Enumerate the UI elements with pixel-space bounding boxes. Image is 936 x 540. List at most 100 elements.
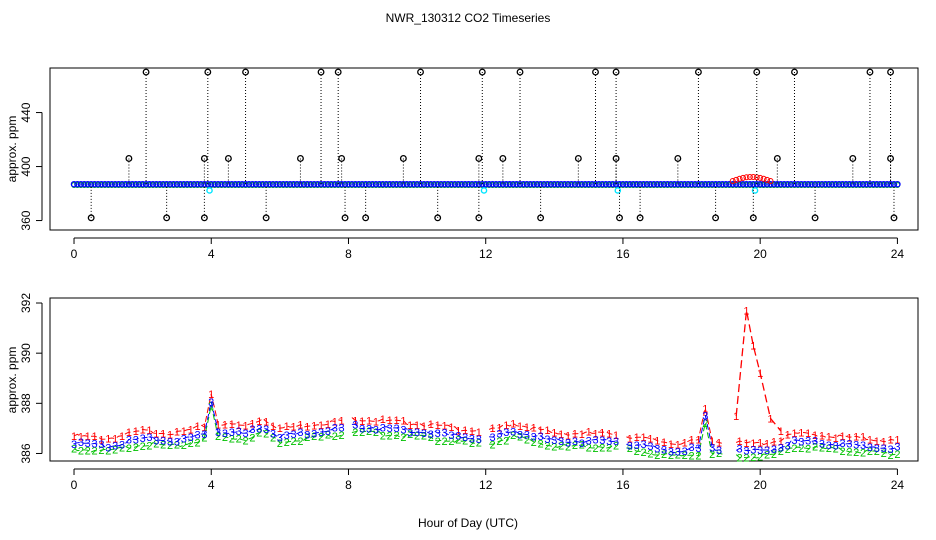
bottom-point-series1-spike: 1 xyxy=(750,341,756,353)
bottom-point-series3: 3 xyxy=(819,438,825,450)
top-point-series3 xyxy=(581,180,589,188)
top-point-series3 xyxy=(403,180,411,188)
bottom-point-series1: 1 xyxy=(304,421,310,433)
top-point-series3 xyxy=(691,180,699,188)
bottom-point-series2: 2 xyxy=(146,441,152,453)
bottom-point-series2: 2 xyxy=(455,434,461,446)
top-outlier-mid xyxy=(499,154,507,162)
bottom-point-series2: 2 xyxy=(846,447,852,459)
top-point-series3 xyxy=(300,180,308,188)
top-point-series3 xyxy=(722,180,730,188)
bottom-point-series1: 1 xyxy=(627,433,633,445)
top-point-series3 xyxy=(811,180,819,188)
top-x-tick-label: 20 xyxy=(754,247,768,261)
bottom-point-series3: 3 xyxy=(352,419,358,431)
top-outlier-low xyxy=(749,214,757,222)
bottom-point-series2: 2 xyxy=(291,436,297,448)
top-point-series3 xyxy=(183,180,191,188)
bottom-point-series2: 2 xyxy=(469,438,475,450)
bottom-point-series3: 3 xyxy=(174,437,180,449)
bottom-point-series1: 1 xyxy=(860,432,866,444)
bottom-point-series1: 1 xyxy=(291,422,297,434)
bottom-point-series1: 1 xyxy=(709,436,715,448)
top-point-series3 xyxy=(890,180,898,188)
bottom-point-series2: 2 xyxy=(743,453,749,465)
bottom-point-series3: 3 xyxy=(167,437,173,449)
top-point-series3 xyxy=(91,180,98,188)
bottom-point-series1: 1 xyxy=(92,431,98,443)
bottom-point-series2: 2 xyxy=(668,450,674,462)
bottom-point-series1-spike: 1 xyxy=(757,368,763,380)
top-point-series3 xyxy=(252,180,260,188)
top-point-series3 xyxy=(564,180,572,188)
top-point-series3 xyxy=(389,180,397,188)
top-marks xyxy=(70,68,901,222)
top-point-series3 xyxy=(839,180,846,188)
top-point-series3 xyxy=(866,180,874,188)
top-point-series3 xyxy=(647,180,654,188)
top-point-series3 xyxy=(153,180,160,188)
bottom-point-series1: 1 xyxy=(881,437,887,449)
bottom-point-series2: 2 xyxy=(524,434,530,446)
top-point-series3 xyxy=(702,180,709,188)
bottom-point-series1: 1 xyxy=(407,420,413,432)
bottom-point-series1: 1 xyxy=(490,423,496,435)
top-point-series1 xyxy=(757,174,764,181)
top-point-series3 xyxy=(369,180,376,188)
bottom-point-series1: 1 xyxy=(126,427,132,439)
top-point-series3 xyxy=(280,180,287,188)
bottom-point-series1: 1 xyxy=(167,430,173,442)
bottom-point-series3: 3 xyxy=(867,442,873,454)
bottom-y-tick-label: 388 xyxy=(19,393,33,413)
bottom-point-series3: 3 xyxy=(785,440,791,452)
top-point-series3 xyxy=(849,180,857,188)
bottom-point-series1: 1 xyxy=(256,416,262,428)
top-point-series3 xyxy=(328,180,335,188)
top-point-series3 xyxy=(763,180,771,188)
bottom-point-series1: 1 xyxy=(222,420,228,432)
top-point-series3 xyxy=(492,180,500,188)
bottom-point-series2: 2 xyxy=(318,431,324,443)
bottom-point-series3: 3 xyxy=(140,433,146,445)
bottom-point-series2: 2 xyxy=(181,440,187,452)
top-point-series1 xyxy=(733,176,740,183)
top-point-series3 xyxy=(605,180,613,188)
bottom-x-tick-label: 12 xyxy=(479,478,493,492)
bottom-point-series2: 2 xyxy=(798,443,804,455)
top-point-series3 xyxy=(297,180,304,188)
bottom-point-series3: 3 xyxy=(640,439,646,451)
bottom-point-series1: 1 xyxy=(435,420,441,432)
bottom-point-series2: 2 xyxy=(640,447,646,459)
top-point-series3 xyxy=(894,180,901,188)
top-outlier-low xyxy=(163,214,171,222)
top-point-series3 xyxy=(708,180,716,188)
bottom-point-series1: 1 xyxy=(455,425,461,437)
top-point-series3 xyxy=(712,180,719,188)
bottom-point-series2: 2 xyxy=(538,438,544,450)
top-point-series3 xyxy=(654,180,661,188)
bottom-point-series3: 3 xyxy=(318,427,324,439)
top-point-series3 xyxy=(379,180,387,188)
bottom-point-series2: 2 xyxy=(126,443,132,455)
bottom-point-series3: 3 xyxy=(682,446,688,458)
bottom-point-series3: 3 xyxy=(791,435,797,447)
bottom-point-series1: 1 xyxy=(249,418,255,430)
bottom-point-series3: 3 xyxy=(469,434,475,446)
top-point-series3 xyxy=(561,180,568,188)
bottom-point-series2: 2 xyxy=(839,446,845,458)
bottom-point-series2: 2 xyxy=(661,449,667,461)
top-point-series3 xyxy=(544,180,551,188)
bottom-point-series2: 2 xyxy=(819,442,825,454)
bottom-point-series1: 1 xyxy=(373,416,379,428)
bottom-point-series3: 3 xyxy=(606,436,612,448)
bottom-point-series2: 2 xyxy=(393,430,399,442)
top-outlier-low xyxy=(890,214,898,222)
top-plot-frame xyxy=(49,67,919,231)
bottom-point-series2: 2 xyxy=(242,435,248,447)
bottom-point-series2: 2 xyxy=(167,440,173,452)
top-point-flagged xyxy=(614,187,622,194)
bottom-point-series3: 3 xyxy=(675,446,681,458)
bottom-point-series3: 3 xyxy=(860,440,866,452)
top-point-series3 xyxy=(599,180,606,188)
